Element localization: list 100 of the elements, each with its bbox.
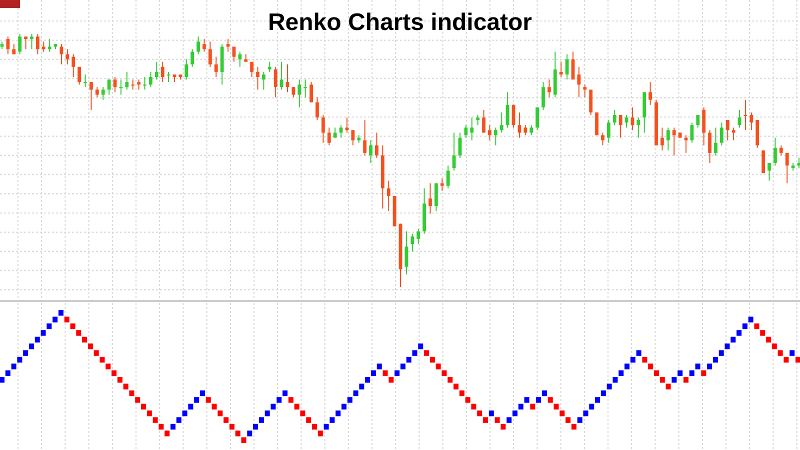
candlestick (601, 132, 604, 146)
candlestick (624, 364, 630, 370)
candlestick (448, 377, 453, 383)
candlestick (636, 116, 640, 138)
candlestick (477, 410, 482, 416)
candlestick (294, 404, 300, 410)
candlestick (750, 112, 754, 131)
candlestick (363, 120, 367, 156)
candlestick (428, 182, 432, 214)
candlestick (695, 364, 700, 370)
candlestick (316, 96, 319, 121)
candlestick (202, 38, 206, 52)
candlestick (796, 356, 800, 363)
candlestick (154, 61, 158, 80)
candlestick (17, 356, 22, 363)
candlestick (330, 417, 335, 423)
candlestick (23, 350, 28, 356)
candlestick (298, 79, 302, 108)
candlestick (440, 178, 444, 192)
candlestick (512, 410, 518, 416)
candlestick (158, 424, 164, 430)
candlestick (304, 79, 308, 98)
candlestick (730, 336, 736, 342)
candlestick (160, 61, 164, 83)
candlestick (430, 356, 435, 363)
candlestick (247, 430, 252, 436)
candlestick (200, 390, 205, 396)
candlestick (84, 74, 87, 88)
candlestick (46, 323, 52, 330)
candlestick (312, 424, 318, 430)
candlestick (194, 397, 200, 403)
candlestick (506, 92, 510, 128)
candlestick (276, 397, 282, 403)
candlestick (672, 377, 677, 383)
candlestick (784, 356, 789, 363)
candlestick (400, 364, 406, 370)
candlestick (542, 82, 545, 110)
candlestick (642, 356, 648, 363)
candlestick (714, 127, 718, 156)
candlestick (376, 364, 382, 370)
candlestick (170, 424, 176, 430)
candlestick (690, 122, 694, 144)
candlestick (184, 58, 188, 80)
candlestick (66, 48, 70, 65)
candlestick (224, 417, 229, 423)
candlestick (583, 84, 587, 98)
candlestick (404, 230, 408, 275)
candlestick (612, 377, 618, 383)
candlestick (369, 140, 372, 164)
candlestick (446, 165, 450, 189)
candlestick (238, 51, 242, 68)
candlestick (229, 424, 234, 430)
candlestick (321, 114, 325, 144)
candlestick (606, 384, 612, 390)
candlestick (618, 370, 624, 376)
candlestick (76, 330, 82, 336)
candlestick (196, 36, 200, 55)
candlestick (101, 86, 105, 100)
candlestick (95, 86, 99, 98)
candlestick (524, 124, 528, 136)
candlestick (748, 316, 754, 322)
candlestick (732, 127, 736, 141)
candlestick (736, 330, 742, 336)
candlestick (442, 370, 447, 376)
candlestick (58, 310, 64, 316)
candlestick (386, 180, 390, 212)
candlestick (494, 127, 498, 146)
candlestick (488, 410, 494, 416)
candlestick (612, 109, 616, 126)
candlestick (778, 350, 783, 356)
candlestick (264, 410, 270, 416)
candlestick (112, 370, 117, 376)
candlestick (410, 233, 414, 252)
candlestick (660, 127, 664, 151)
candlestick (64, 316, 70, 322)
candlestick (94, 350, 99, 356)
candlestick (268, 61, 272, 72)
candlestick (48, 38, 52, 52)
candlestick (347, 397, 352, 403)
candlestick (365, 377, 370, 383)
candlestick (270, 404, 276, 410)
candlestick (300, 410, 306, 416)
candlestick (600, 390, 606, 396)
candlestick (720, 122, 724, 146)
candlestick (218, 410, 223, 416)
candlestick (666, 384, 671, 390)
candlestick (524, 397, 530, 403)
candlestick (436, 364, 441, 370)
candlestick (359, 384, 364, 390)
candlestick (542, 390, 547, 396)
candlestick (424, 350, 430, 356)
candlestick (779, 144, 783, 156)
candlestick (5, 370, 10, 376)
candlestick (459, 390, 464, 396)
candlestick (336, 410, 341, 416)
candlestick (382, 370, 388, 376)
candlestick (465, 397, 470, 403)
candlestick (589, 89, 593, 116)
candlestick (683, 377, 688, 383)
candlestick (718, 350, 724, 356)
